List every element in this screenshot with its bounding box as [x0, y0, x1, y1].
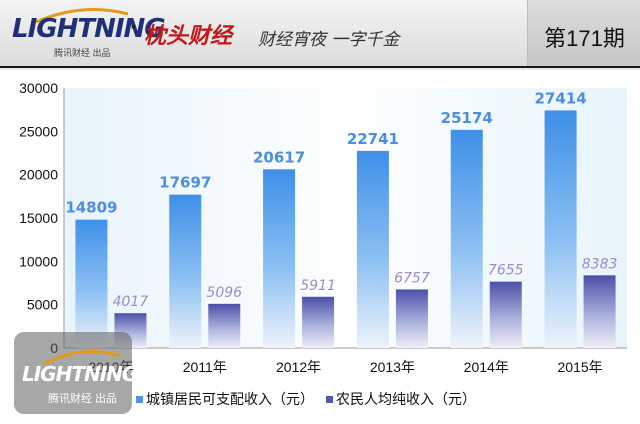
legend: 城镇居民可支配收入（元） 农民人均纯收入（元）	[136, 392, 476, 408]
bar-rural	[208, 303, 241, 348]
y-tick-label: 30000	[19, 80, 58, 96]
lightning-swoosh-icon	[35, 8, 129, 24]
y-tick-label: 15000	[19, 210, 58, 226]
data-label-rural: 8383	[582, 256, 618, 272]
data-label-urban: 27414	[534, 89, 586, 107]
bar-urban	[75, 219, 108, 348]
bar-rural	[583, 275, 616, 348]
legend-swatch	[326, 396, 333, 403]
bar-urban	[169, 194, 202, 348]
watermark-logo: LIGHTNING 腾讯财经 出品	[14, 332, 138, 414]
plot-area	[64, 88, 627, 348]
legend-swatch	[136, 396, 143, 403]
bar-urban	[263, 169, 296, 348]
data-label-rural: 7655	[488, 263, 524, 279]
brand-logo-sub: 腾讯财经 出品	[54, 48, 111, 58]
x-tick-label: 2015年	[558, 359, 603, 375]
x-tick-label: 2012年	[276, 359, 321, 375]
data-label-urban: 17697	[159, 174, 211, 192]
legend-label: 农民人均纯收入（元）	[336, 392, 476, 408]
y-tick-label: 20000	[19, 167, 58, 183]
data-labels: 14809 4017 17697 5096 20617 5911 22741 6757 2517…	[65, 89, 617, 310]
slogan: 财经宵夜 一字千金	[258, 30, 400, 50]
legend-label: 城镇居民可支配收入（元）	[146, 392, 314, 408]
brand-separator: ·	[130, 14, 138, 41]
issue-box: 第171期	[527, 0, 640, 66]
y-tick-label: 25000	[19, 123, 58, 139]
data-label-urban: 25174	[441, 109, 493, 127]
x-tick-label: 2014年	[464, 359, 509, 375]
lightning-swoosh-icon	[43, 350, 121, 366]
bar-rural	[489, 281, 522, 348]
data-label-rural: 4017	[113, 294, 149, 310]
x-tick-label: 2011年	[183, 359, 227, 375]
watermark-brand-sub: 腾讯财经 出品	[48, 393, 118, 405]
brand-logo-en: LIGHTNING	[12, 14, 166, 44]
bar-rural	[395, 289, 428, 348]
data-label-urban: 22741	[347, 130, 399, 148]
y-axis: 050001000015000200002500030000	[19, 80, 65, 356]
bars	[75, 110, 616, 348]
bar-urban	[356, 150, 389, 348]
header-banner: LIGHTNING 腾讯财经 出品 · 枕头财经 财经宵夜 一字千金 第171期	[0, 0, 640, 68]
bar-rural	[302, 296, 335, 348]
data-label-urban: 14809	[65, 199, 117, 217]
bar-chart: 050001000015000200002500030000 2010年2011…	[0, 70, 640, 424]
watermark-brand-en: LIGHTNING	[22, 362, 138, 386]
data-label-rural: 6757	[394, 270, 430, 286]
data-label-urban: 20617	[253, 148, 305, 166]
x-tick-label: 2013年	[370, 359, 415, 375]
issue-number: 第171期	[544, 26, 625, 51]
brand-name-cn: 枕头财经	[144, 24, 233, 49]
data-label-rural: 5911	[300, 278, 336, 294]
bar-urban	[544, 110, 577, 348]
y-tick-label: 5000	[27, 297, 58, 313]
bar-urban	[450, 129, 483, 348]
y-tick-label: 10000	[19, 253, 58, 269]
data-label-rural: 5096	[206, 285, 242, 301]
